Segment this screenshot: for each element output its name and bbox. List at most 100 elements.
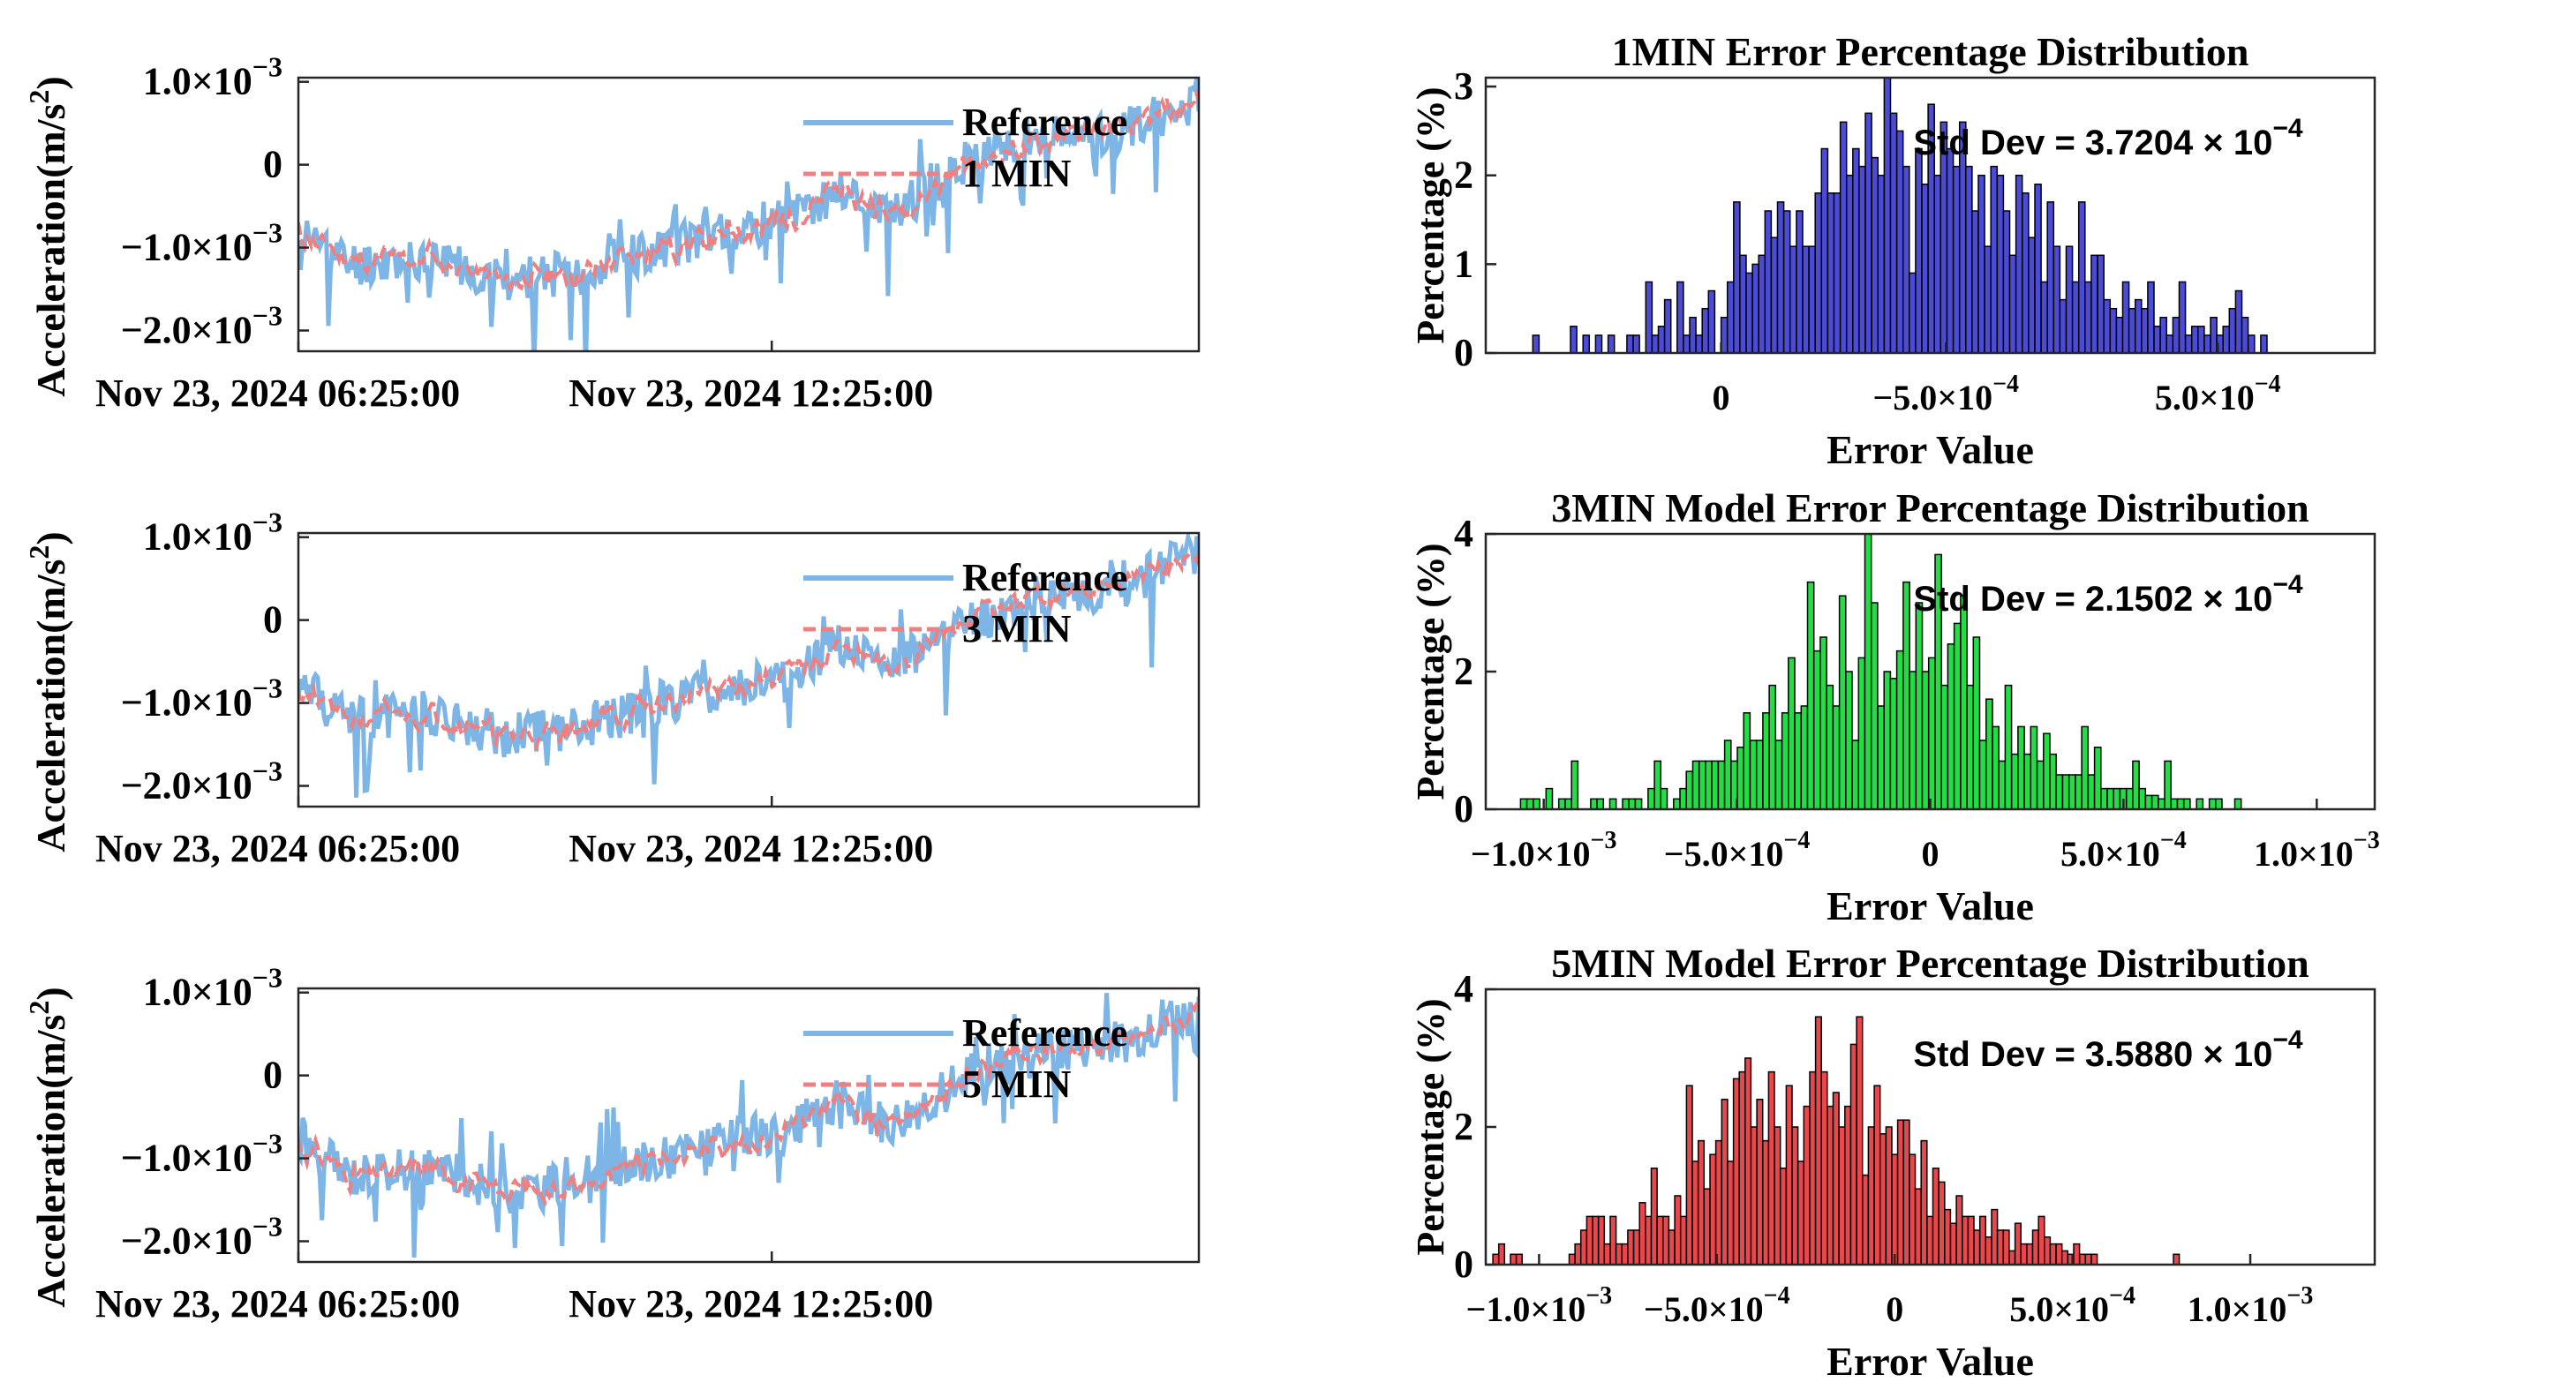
histogram-bar — [2222, 326, 2231, 354]
histogram-bar — [2046, 201, 2055, 354]
histogram-bar — [1732, 1078, 1740, 1266]
histogram-bar — [1856, 1016, 1864, 1266]
histogram-bar — [2173, 1253, 2181, 1266]
histogram-bar — [1745, 272, 1753, 354]
y-tick-label-mantissa: 1.0×10 — [143, 515, 252, 559]
histogram-bar — [2023, 753, 2032, 810]
histogram-bar — [2125, 787, 2134, 810]
histogram-bar — [1971, 210, 1979, 354]
histogram-bar — [1615, 1243, 1623, 1266]
y-axis-label-sup: 2 — [23, 1001, 55, 1015]
x-tick-label: −5.0×10−4 — [1664, 827, 1811, 874]
histogram-bar — [1663, 298, 1672, 354]
histogram-bar — [1785, 1085, 1793, 1266]
histogram-bar — [1808, 245, 1816, 354]
histogram-bar — [1770, 237, 1779, 354]
histogram-bar — [1889, 112, 1898, 354]
histogram-bar — [2144, 794, 2153, 810]
legend-label: Reference — [962, 101, 1127, 144]
histogram-bar — [1597, 1215, 1606, 1266]
histogram-bar — [1838, 1126, 1846, 1266]
x-tick-label: −1.0×10−3 — [1466, 1282, 1613, 1329]
histogram-bar — [1879, 1133, 1887, 1266]
std-dev-exponent: −4 — [2272, 1025, 2303, 1055]
histogram-bar — [1782, 210, 1791, 354]
x-tick-label-exponent: −4 — [1764, 1282, 1790, 1310]
histogram-bar — [1902, 1119, 1910, 1266]
x-tick-label-exponent: −3 — [1586, 1282, 1612, 1310]
histogram-bar — [2073, 1243, 2081, 1266]
histogram-bar — [2170, 798, 2179, 810]
x-tick-label: −5.0×10−4 — [1872, 371, 2019, 417]
histogram-bar — [1762, 712, 1770, 810]
x-tick-label-mantissa: 5.0×10 — [2155, 378, 2255, 417]
y-tick-label: 2 — [1454, 650, 1473, 693]
chart-title: 5MIN Model Error Percentage Distribution — [1551, 941, 2309, 986]
histogram-bar — [1607, 334, 1616, 354]
histogram-bar — [1867, 1126, 1875, 1266]
histogram-bar — [2037, 1215, 2045, 1266]
histogram-bar — [1973, 1229, 1981, 1266]
y-tick-label: 1 — [1454, 242, 1473, 285]
histogram-bar — [2008, 254, 2017, 354]
histogram-bar — [1862, 1174, 1870, 1266]
y-tick-label-mantissa: 1.0×10 — [143, 60, 252, 103]
histogram-bar — [1789, 245, 1797, 354]
histogram-bar — [1781, 712, 1789, 810]
histogram-bar — [2190, 326, 2199, 354]
std-dev-annotation: Std Dev = 3.7204 × 10−4 — [1913, 114, 2302, 162]
histogram-bar — [2036, 760, 2045, 810]
y-axis-label: Acceleration(m/s2) — [23, 987, 73, 1307]
y-tick-label: 0 — [1454, 1243, 1473, 1286]
histogram-bar — [1579, 1229, 1588, 1266]
histogram-bar — [2134, 298, 2143, 354]
histogram-bar — [1657, 326, 1666, 354]
histogram-bar — [2008, 1250, 2016, 1266]
histogram-bar — [1877, 174, 1886, 354]
x-tick-label-exponent: −3 — [1590, 827, 1616, 854]
histogram-bar — [2044, 1236, 2052, 1266]
chart-title: 3MIN Model Error Percentage Distribution — [1551, 485, 2309, 530]
y-axis-label-sup: 2 — [23, 90, 55, 104]
y-tick-label-exponent: −3 — [252, 300, 282, 332]
histogram-bar — [2010, 753, 2019, 810]
histogram-bar — [1691, 760, 1700, 810]
histogram-bar — [2002, 210, 2011, 354]
histogram-bar — [1568, 1253, 1576, 1266]
histogram-bar — [1738, 1070, 1746, 1266]
histogram-bar — [1679, 1215, 1688, 1266]
series-line-1-min — [298, 87, 1199, 295]
histogram-bar — [1651, 334, 1660, 354]
histogram-bar — [1627, 1229, 1635, 1266]
histogram-bar — [1998, 760, 2007, 810]
histogram-bar — [1653, 760, 1662, 810]
histogram-bar — [2004, 684, 2013, 810]
histogram-bar — [1814, 1016, 1822, 1266]
y-tick-label: −1.0×10−3 — [121, 672, 282, 725]
histogram-bar — [2141, 307, 2149, 354]
histogram-bar — [1701, 307, 1710, 354]
y-tick-label: −2.0×10−3 — [121, 755, 282, 807]
histogram-bar — [1985, 698, 1993, 810]
x-tick-label: 0 — [1886, 1289, 1903, 1329]
histogram-bar — [1852, 147, 1860, 354]
x-tick-label-mantissa: −1.0×10 — [1466, 1289, 1586, 1329]
histogram-bar — [2172, 316, 2181, 354]
histogram-bar — [1676, 281, 1684, 354]
histogram-bar — [1914, 1188, 1922, 1266]
histogram-bar — [1902, 581, 1910, 810]
histogram-bar — [1972, 636, 1981, 810]
histogram-bar — [1992, 725, 2000, 810]
y-tick-label-exponent: −3 — [252, 962, 282, 994]
histogram-bar — [1647, 787, 1655, 810]
x-tick-label: 1.0×10−3 — [2188, 1282, 2314, 1329]
histogram-bar — [1839, 121, 1848, 354]
std-dev-annotation: Std Dev = 3.5880 × 10−4 — [1913, 1025, 2302, 1074]
histogram-bar — [1709, 1153, 1717, 1266]
x-tick-label: 5.0×10−4 — [2009, 1282, 2135, 1329]
histogram-bar — [1791, 1126, 1799, 1266]
histogram-bar — [1909, 272, 1917, 354]
histogram-bar — [1826, 684, 1834, 810]
